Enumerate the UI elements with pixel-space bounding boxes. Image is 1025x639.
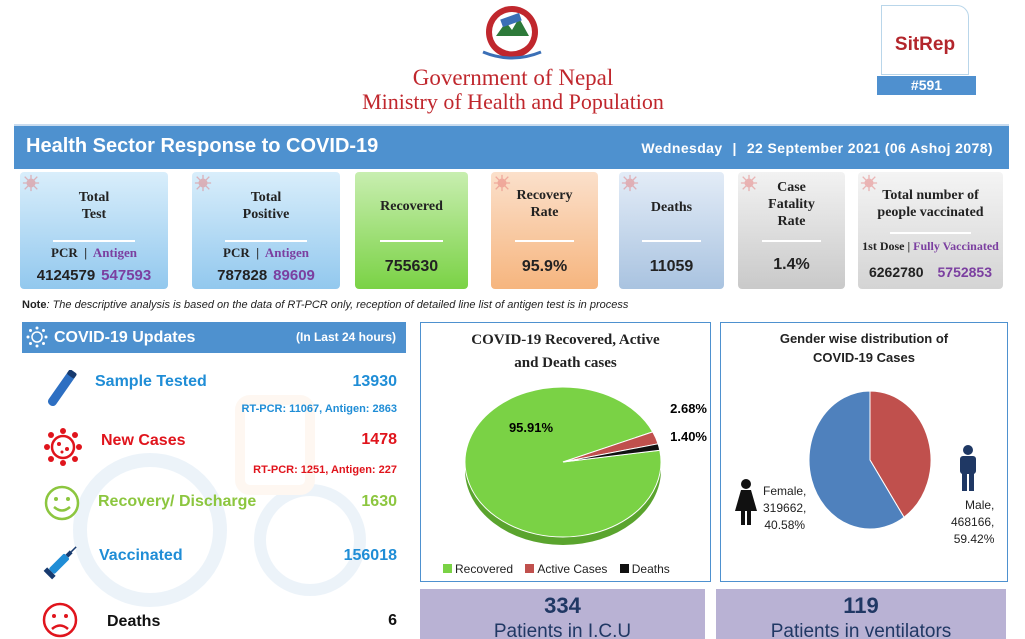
virus-icon [860, 174, 878, 192]
card-sublabels: 1st Dose | Fully Vaccinated [862, 239, 999, 253]
date-separator: | [732, 140, 737, 156]
card-label: Total number of people vaccinated [877, 188, 984, 220]
updates-header: COVID-19 Updates (In Last 24 hours) [22, 322, 406, 353]
chart-title: Gender wise distribution of COVID-19 Case… [779, 331, 949, 365]
virus-icon [621, 174, 639, 192]
updates-row-detail: RT-PCR: 1251, Antigen: 227 [253, 464, 397, 476]
background-virus-decoration [73, 395, 366, 607]
virus-icon [194, 174, 212, 192]
syringe-icon [43, 546, 77, 580]
sitrep-number: #591 [877, 76, 976, 95]
updates-title: COVID-19 Updates [54, 329, 196, 346]
card-value: 1.4% [773, 256, 810, 273]
card-label: Recovered [380, 199, 443, 214]
updates-row-label: Recovery/ Discharge [98, 493, 257, 510]
government-title: Government of Nepal [412, 65, 614, 90]
card-recovered: Recovered 755630 [355, 172, 468, 289]
updates-row-value: 1630 [361, 493, 397, 510]
card-values: 787828 89609 [217, 267, 315, 284]
pie-slice-deaths [562, 443, 661, 463]
ministry-title: Ministry of Health and Population [362, 89, 664, 114]
pie-chart-gender-panel: Gender wise distribution of COVID-19 Case… [720, 322, 1008, 582]
icu-label: Patients in I.C.U [493, 621, 632, 639]
icu-patients-box: 334 Patients in I.C.U [420, 589, 705, 639]
page-title: Health Sector Response to COVID-19 [26, 135, 379, 157]
icu-value: 334 [544, 593, 581, 618]
card-label: Deaths [650, 200, 693, 215]
updates-row-value: 6 [388, 612, 397, 629]
pie-data-label: 2.68% [670, 401, 707, 416]
card-label: Total Positive [242, 190, 290, 222]
card-divider [889, 232, 972, 234]
card-total-positive: Total Positive PCR | Antigen 787828 89609 [192, 172, 340, 289]
sad-face-icon [42, 602, 78, 638]
report-date: Wednesday | 22 September 2021 (06 Ashoj 20… [641, 140, 993, 156]
chart-legend: Recovered Active Cases Deaths [443, 562, 679, 576]
card-sublabels: PCR | Antigen [51, 245, 137, 260]
card-vaccinated: Total number of people vaccinated 1st Dos… [858, 172, 1003, 289]
card-divider [761, 240, 822, 242]
card-recovery-rate: Recovery Rate 95.9% [491, 172, 598, 289]
card-label: Case Fatality Rate [768, 180, 815, 229]
report-day: Wednesday [641, 140, 723, 156]
updates-row-label: New Cases [101, 432, 186, 449]
ventilator-label: Patients in ventilators [770, 621, 952, 639]
pie-chart-recovered-panel: COVID-19 Recovered, Active and Death case… [420, 322, 711, 582]
card-deaths: Deaths 11059 [619, 172, 724, 289]
legend-item: Recovered [443, 562, 513, 576]
updates-row-value: 13930 [352, 373, 398, 390]
pie-data-label: 95.91% [509, 420, 554, 435]
virus-icon [493, 174, 511, 192]
virus-icon [26, 326, 48, 348]
legend-item: Active Cases [525, 562, 607, 576]
card-divider [52, 240, 136, 242]
pie-slice-male [808, 390, 905, 530]
legend-item: Deaths [619, 562, 670, 576]
male-data-label: Male, 468166, 59.42% [951, 498, 995, 546]
female-icon [735, 479, 757, 525]
card-sublabels: PCR | Antigen [223, 245, 309, 260]
card-label: Total Test [78, 190, 110, 222]
updates-row-value: 1478 [361, 431, 397, 448]
report-date-text: 22 September 2021 (06 Ashoj 2078) [746, 140, 993, 156]
note-text: Note: The descriptive analysis is based … [22, 299, 629, 311]
card-value: 11059 [649, 258, 694, 275]
pie-data-label: 1.40% [670, 429, 707, 444]
updates-row-label: Deaths [107, 613, 161, 630]
title-bar: Health Sector Response to COVID-19 Wedne… [14, 124, 1009, 169]
smile-icon [44, 485, 80, 521]
card-divider [224, 240, 308, 242]
card-value: 755630 [384, 258, 439, 275]
virus-icon [22, 174, 40, 192]
ventilator-value: 119 [843, 593, 879, 618]
card-total-test: Total Test PCR | Antigen 4124579 547593 [20, 172, 168, 289]
card-label: Recovery Rate [516, 188, 573, 220]
card-values: 6262780 5752853 [868, 264, 993, 280]
chart-title: COVID-19 Recovered, Active and Death case… [471, 332, 660, 371]
sitrep-label: SitRep [894, 34, 956, 55]
updates-subtitle: (In Last 24 hours) [295, 330, 396, 344]
virus-icon [740, 174, 758, 192]
male-icon [960, 445, 976, 491]
updates-row-detail: RT-PCR: 11067, Antigen: 2863 [241, 403, 397, 415]
pie-slice-female [869, 390, 932, 519]
card-divider [514, 240, 575, 242]
virus-icon [44, 428, 82, 466]
nepal-emblem-icon [482, 6, 542, 60]
pie-chart-1: 95.91% 2.68% 1.40% [464, 386, 707, 545]
card-divider [379, 240, 444, 242]
sitrep-badge: SitRep [881, 5, 969, 75]
updates-row-label: Vaccinated [99, 547, 183, 564]
pie-chart-2 [808, 390, 932, 530]
ventilator-patients-box: 119 Patients in ventilators [716, 589, 1006, 639]
card-case-fatality-rate: Case Fatality Rate 1.4% [738, 172, 845, 289]
test-tube-icon [47, 370, 77, 407]
card-value: 95.9% [521, 258, 568, 275]
updates-row-value: 156018 [343, 547, 397, 564]
updates-row-label: Sample Tested [95, 373, 207, 390]
card-divider [642, 240, 701, 242]
card-values: 4124579 547593 [36, 267, 152, 284]
female-data-label: Female, 319662, 40.58% [763, 484, 807, 532]
